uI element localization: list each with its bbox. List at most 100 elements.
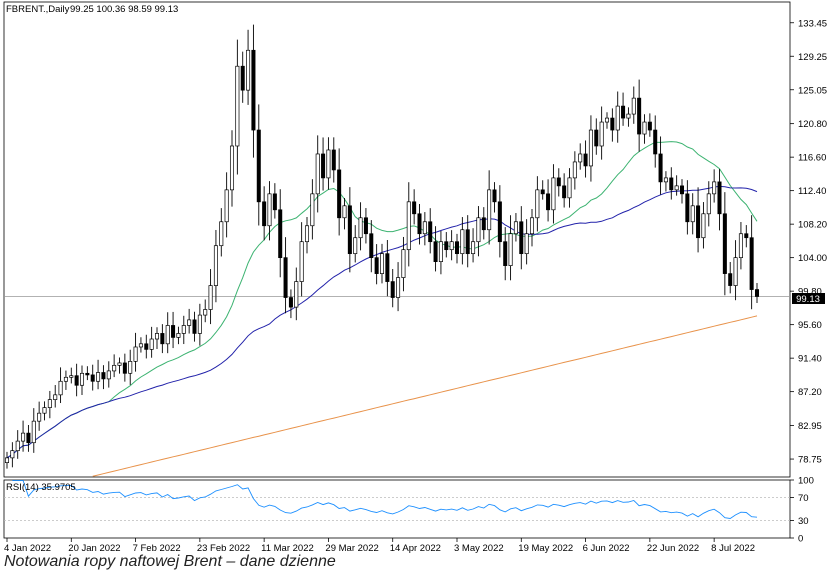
- candle-body-down: [465, 229, 470, 255]
- price-tick-label: 87.20: [798, 387, 822, 398]
- candle: [181, 315, 186, 345]
- candle: [304, 216, 310, 254]
- candle: [26, 424, 31, 452]
- candle-body-down: [251, 49, 256, 131]
- candle: [385, 239, 390, 297]
- candle-body-down: [669, 177, 674, 191]
- date-tick-label: 4 Jan 2022: [4, 543, 51, 554]
- chart-caption: Notowania ropy naftowej Brent – dane dzi…: [4, 553, 336, 570]
- candle-body-down: [369, 233, 374, 259]
- candle-body-up: [203, 309, 208, 316]
- candle-body-up: [642, 121, 647, 135]
- candle: [315, 135, 320, 213]
- candle: [428, 208, 433, 254]
- candle: [465, 215, 470, 268]
- candle: [412, 189, 417, 225]
- candle-body-up: [112, 364, 117, 372]
- candle-body-up: [246, 49, 251, 91]
- candle-body-up: [224, 189, 229, 223]
- candle: [438, 230, 443, 275]
- price-tick-label: 120.80: [798, 119, 827, 130]
- candle: [79, 365, 85, 395]
- candle: [53, 385, 58, 408]
- candle: [369, 220, 374, 273]
- candle-body-up: [219, 221, 224, 247]
- candle: [626, 107, 631, 127]
- candle-body-up: [208, 285, 213, 310]
- candle: [631, 86, 636, 124]
- candle: [101, 365, 106, 390]
- rsi-panel-frame: [3, 479, 791, 539]
- candle: [653, 115, 658, 168]
- candle: [288, 289, 293, 319]
- candle-body-down: [696, 205, 701, 239]
- price-tick-label: 108.20: [798, 220, 827, 231]
- candle-body-up: [37, 412, 42, 422]
- price-tick-label: 78.75: [798, 455, 822, 466]
- candle-body-down: [331, 149, 336, 171]
- date-tick-label: 11 Mar 2022: [261, 543, 314, 554]
- candle: [546, 179, 551, 222]
- candle-body-down: [101, 372, 106, 380]
- candle: [337, 148, 342, 236]
- rsi-tick-label: 70: [798, 493, 809, 504]
- candle-body-up: [701, 213, 706, 239]
- price-tick-label: 99.80: [798, 287, 822, 298]
- candle-body-up: [42, 407, 47, 414]
- price-tick-label: 112.40: [798, 186, 826, 197]
- candle-body-down: [594, 129, 599, 147]
- candle-body-up: [181, 325, 186, 334]
- candle-body-down: [610, 117, 615, 131]
- candle-body-down: [503, 241, 508, 266]
- candle-body-up: [733, 257, 738, 286]
- candle-body-up: [535, 189, 540, 219]
- candle: [610, 108, 615, 142]
- candle-body-down: [374, 257, 379, 274]
- candle-body-down: [160, 333, 165, 345]
- candle-body-up: [10, 450, 15, 459]
- candle-body-up: [396, 277, 401, 298]
- candle: [138, 337, 143, 353]
- candle: [4, 451, 10, 469]
- candle-body-down: [26, 432, 31, 444]
- candle-body-up: [128, 360, 133, 374]
- candle-body-down: [728, 273, 733, 286]
- candle-body-up: [674, 185, 679, 191]
- candle-body-down: [192, 319, 197, 334]
- chart-symbol-label: FBRENT.,Daily: [6, 4, 70, 15]
- candle: [213, 229, 218, 303]
- candle-body-up: [294, 281, 299, 308]
- candle: [551, 164, 556, 224]
- candle: [246, 29, 251, 105]
- candle: [503, 227, 508, 281]
- candle: [310, 179, 315, 240]
- candle-body-up: [310, 193, 315, 227]
- candle-body-up: [615, 105, 620, 131]
- candle: [321, 137, 326, 191]
- candle-body-up: [69, 375, 74, 378]
- candle-body-down: [171, 325, 176, 338]
- candle-body-up: [567, 177, 572, 199]
- candle: [192, 311, 197, 342]
- candle-body-down: [546, 193, 551, 211]
- candle: [31, 408, 36, 453]
- candle: [396, 262, 401, 312]
- candle: [342, 198, 347, 230]
- candle-body-down: [433, 241, 438, 262]
- date-tick-label: 8 Jul 2022: [711, 543, 755, 554]
- date-tick-label: 22 Jun 2022: [647, 543, 699, 554]
- candle-body-down: [283, 257, 288, 298]
- candle-body-up: [663, 177, 668, 183]
- candle: [229, 130, 235, 207]
- candle-body-down: [321, 153, 326, 179]
- candle: [267, 181, 272, 241]
- candle: [47, 390, 52, 419]
- candle: [556, 168, 561, 197]
- candle-body-up: [165, 325, 170, 345]
- rsi-title: RSI(14) 35.9705: [6, 482, 76, 493]
- candle-body-down: [85, 372, 90, 376]
- candle: [733, 240, 738, 301]
- candle-body-down: [288, 297, 293, 308]
- candle-body-down: [519, 221, 524, 255]
